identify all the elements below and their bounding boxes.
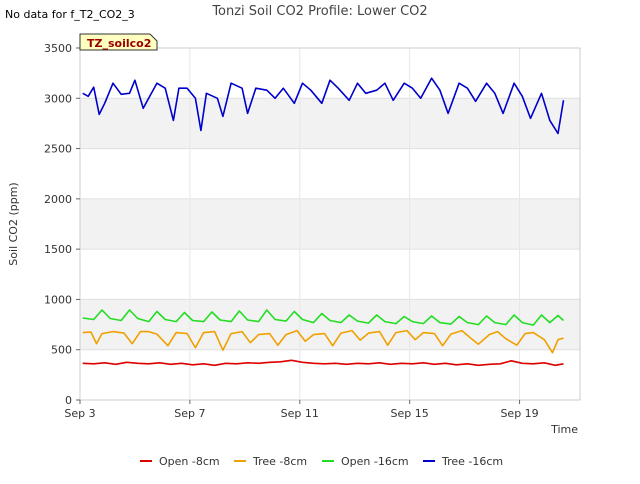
y-tick-label: 3500	[44, 42, 72, 55]
legend-item: Tree -16cm	[423, 455, 503, 468]
plot-bands	[80, 48, 580, 400]
x-tick-label: Sep 7	[174, 407, 205, 420]
legend-label: Tree -8cm	[252, 455, 307, 468]
legend-label: Tree -16cm	[441, 455, 503, 468]
site-badge-shape	[79, 33, 158, 51]
x-tick-label: Sep 3	[64, 407, 95, 420]
legend-label: Open -8cm	[159, 455, 220, 468]
chart-title: Tonzi Soil CO2 Profile: Lower CO2	[211, 4, 427, 19]
y-axis-label: Soil CO2 (ppm)	[7, 182, 20, 265]
legend-item: Tree -8cm	[234, 455, 307, 468]
x-tick-label: Sep 11	[281, 407, 319, 420]
plot-band	[80, 148, 580, 199]
series-line-open-16cm	[82, 309, 565, 326]
no-data-note: No data for f_T2_CO2_3	[5, 8, 135, 21]
y-tick-label: 500	[51, 344, 72, 357]
plot-band	[80, 249, 580, 300]
y-tick-label: 2500	[44, 143, 72, 156]
legend-item: Open -8cm	[140, 455, 220, 468]
y-tick-label: 2000	[44, 193, 72, 206]
x-axis-label: Time	[550, 423, 578, 436]
y-tick-label: 1000	[44, 293, 72, 306]
y-axis: 0 500 1000 1500 2000 2500 3000 3500	[44, 42, 80, 407]
y-tick-label: 0	[65, 394, 72, 407]
x-axis: Sep 3 Sep 7 Sep 11 Sep 15 Sep 19	[64, 400, 539, 420]
plot-band	[80, 48, 580, 99]
plot-band	[80, 198, 580, 250]
site-badge-label: TZ_soilco2	[87, 37, 151, 50]
x-tick-label: Sep 19	[500, 407, 538, 420]
series-line-open-8cm	[82, 359, 564, 367]
legend-label: Open -16cm	[341, 455, 409, 468]
site-badge: TZ_soilco2	[79, 33, 158, 51]
y-tick-label: 3000	[44, 92, 72, 105]
x-tick-label: Sep 15	[391, 407, 429, 420]
series-line-tree-8cm	[82, 329, 564, 354]
plot-band	[80, 349, 580, 400]
legend-item: Open -16cm	[322, 455, 409, 468]
plot-band	[80, 98, 580, 149]
y-tick-label: 1500	[44, 243, 72, 256]
legend: Open -8cm Tree -8cm Open -16cm Tree -16cm	[140, 455, 503, 468]
series-layer	[82, 77, 565, 367]
plot-frame	[79, 47, 581, 401]
series-line-tree-16cm	[82, 77, 565, 135]
